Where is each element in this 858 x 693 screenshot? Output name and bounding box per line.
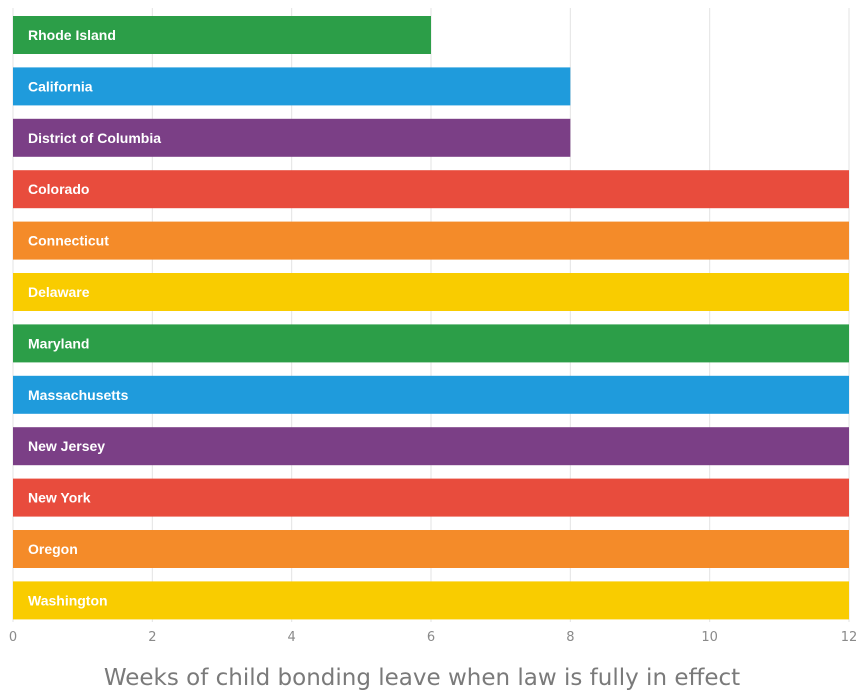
- gridlines: [12, 8, 850, 622]
- bar-maryland: [13, 324, 849, 363]
- x-tick-label-2: 2: [148, 630, 156, 645]
- x-tick-label-0: 0: [9, 630, 17, 645]
- x-axis-title: Weeks of child bonding leave when law is…: [104, 665, 740, 691]
- bar-rhode-island: [13, 16, 431, 54]
- bar-massachusetts: [13, 375, 849, 414]
- bar-label-new-jersey: New Jersey: [28, 438, 105, 454]
- x-axis-ticks: 0 2 4 6 8 10 12: [9, 630, 857, 645]
- x-tick-label-10: 10: [701, 630, 718, 645]
- bar-label-maryland: Maryland: [28, 335, 89, 351]
- x-tick-label-4: 4: [288, 630, 296, 645]
- bar-label-rhode-island: Rhode Island: [28, 27, 116, 43]
- x-tick-label-12: 12: [841, 630, 858, 645]
- bar-oregon: [13, 530, 849, 568]
- bar-label-connecticut: Connecticut: [28, 233, 109, 249]
- bar-label-new-york: New York: [28, 490, 91, 506]
- bar-new-york: [13, 478, 849, 517]
- bar-district-of-columbia: [13, 118, 571, 157]
- bars: [13, 16, 849, 620]
- bar-label-district-of-columbia: District of Columbia: [28, 130, 161, 146]
- bar-label-washington: Washington: [28, 592, 108, 608]
- bar-label-oregon: Oregon: [28, 541, 78, 557]
- bar-california: [13, 67, 571, 106]
- bar-labels: Rhode Island California District of Columb…: [28, 27, 161, 608]
- bar-washington: [13, 581, 849, 620]
- x-tick-label-8: 8: [566, 630, 574, 645]
- bar-label-delaware: Delaware: [28, 284, 90, 300]
- bar-new-jersey: [13, 427, 849, 466]
- bar-colorado: [13, 170, 849, 209]
- bar-label-california: California: [28, 78, 93, 94]
- bar-label-massachusetts: Massachusetts: [28, 387, 129, 403]
- x-tick-label-6: 6: [427, 630, 435, 645]
- bar-label-colorado: Colorado: [28, 181, 89, 197]
- bar-delaware: [13, 273, 849, 311]
- bar-connecticut: [13, 221, 849, 260]
